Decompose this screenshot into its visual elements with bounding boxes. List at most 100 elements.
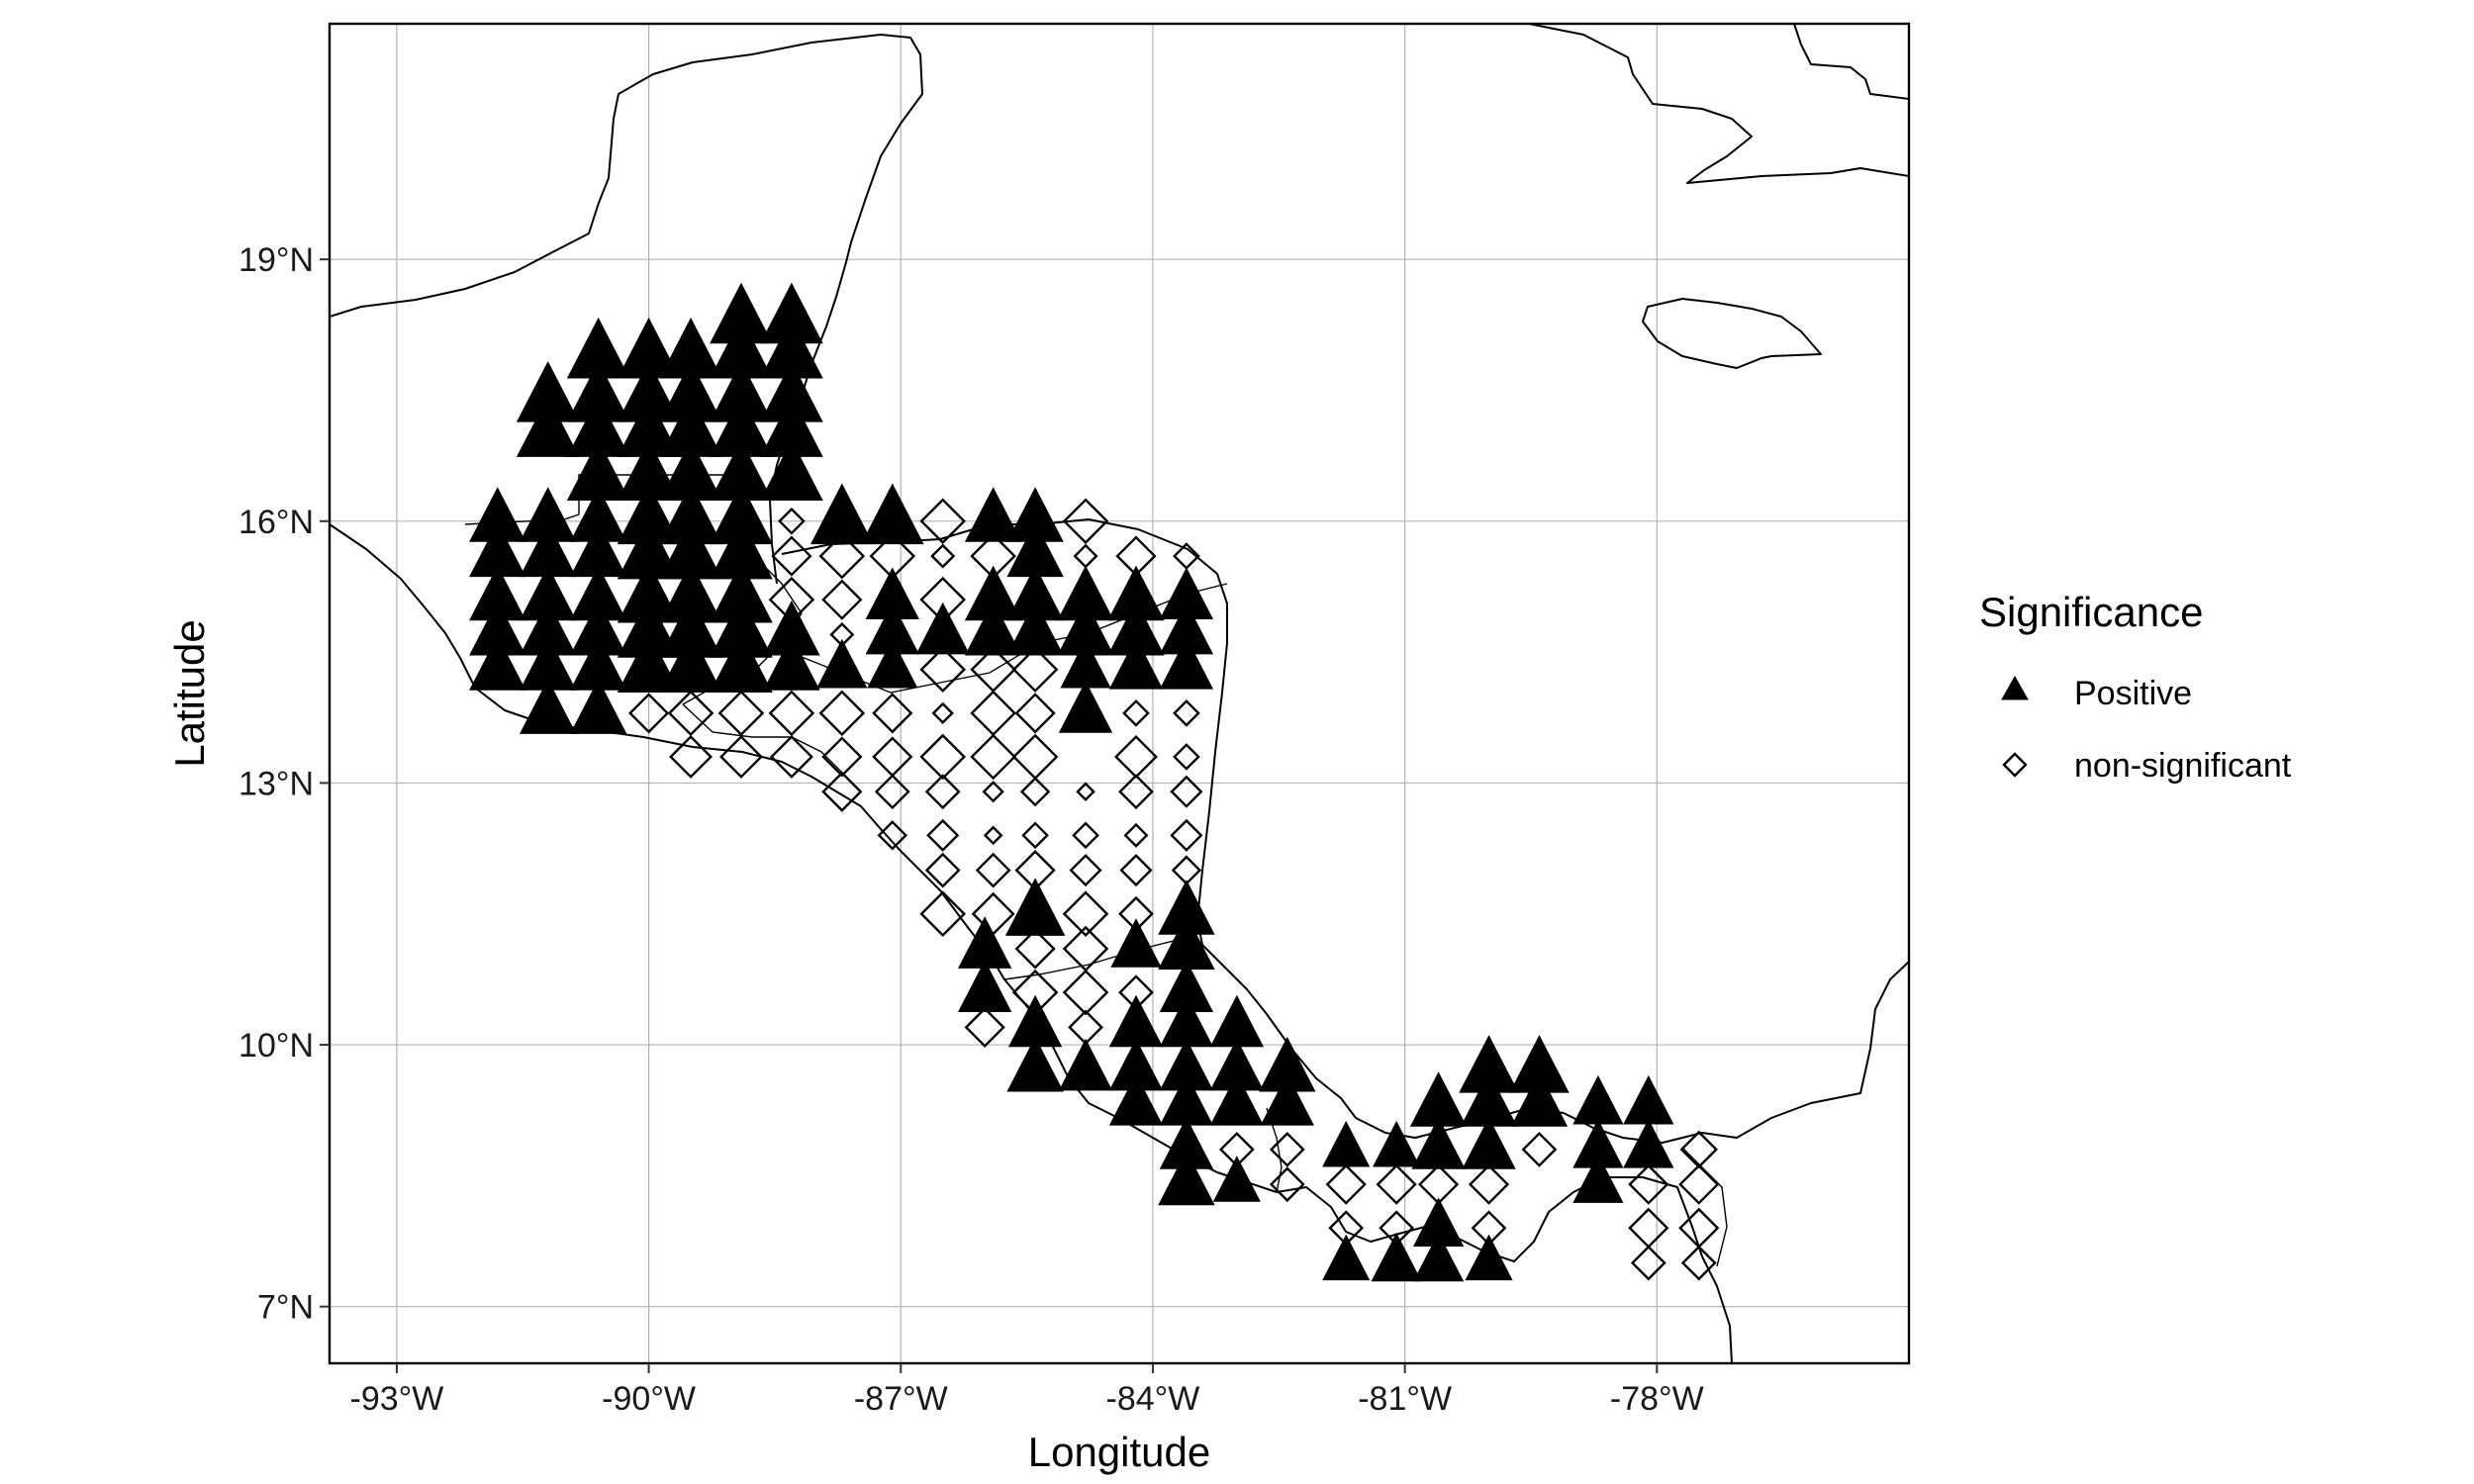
positive-point	[569, 679, 627, 734]
positive-point	[1462, 1117, 1516, 1169]
positive-point	[1159, 637, 1214, 690]
panama-north-coast	[1355, 961, 1909, 1144]
positive-point	[1260, 1073, 1314, 1126]
nonsignificant-point	[919, 498, 967, 545]
nonsignificant-point	[1062, 890, 1109, 938]
positive-point	[1058, 681, 1113, 733]
positive-point	[810, 483, 874, 545]
nonsignificant-point	[768, 690, 815, 737]
nonsignificant-point	[983, 825, 1003, 846]
nonsignificant-point	[964, 1006, 1005, 1048]
positive-point	[816, 638, 868, 689]
cuba-east	[1793, 24, 1909, 100]
legend-label-positive: Positive	[2074, 675, 2192, 712]
positive-point	[867, 638, 918, 689]
positive-point	[1006, 600, 1064, 656]
nonsignificant-point	[975, 852, 1011, 888]
positive-point	[1004, 878, 1066, 936]
yucatan-coastline	[330, 34, 923, 585]
nonsignificant-point	[1014, 693, 1056, 734]
nonsignificant-point	[1076, 782, 1095, 802]
nonsignificant-point	[821, 579, 863, 620]
positive-point	[1411, 1117, 1466, 1169]
panel-background	[330, 24, 1909, 1363]
y-tick-label: 16°N	[238, 504, 314, 541]
positive-point	[617, 631, 681, 694]
positive-point	[1212, 1156, 1261, 1202]
nonsignificant-point	[1072, 821, 1099, 850]
positive-point	[1209, 1073, 1265, 1126]
nonsignificant-point	[1376, 1163, 1417, 1205]
nonsignificant-point	[1173, 743, 1200, 771]
nonsignificant-point	[1170, 775, 1203, 808]
nonsignificant-point	[1269, 1166, 1305, 1203]
positive-point	[860, 483, 924, 545]
nonsignificant-point	[1521, 1131, 1558, 1167]
legend-label-nonsignificant: non-significant	[2074, 747, 2292, 785]
data-markers	[469, 282, 1720, 1282]
nonsignificant-point	[1118, 774, 1154, 810]
positive-point	[763, 635, 820, 691]
nonsignificant-point	[874, 774, 910, 810]
positive-point	[659, 631, 722, 694]
nonsignificant-point	[769, 735, 813, 779]
nonsignificant-point	[982, 781, 1004, 803]
positive-point	[760, 439, 823, 501]
nonsignificant-point	[1122, 698, 1150, 727]
nonsignificant-point	[1678, 1163, 1720, 1205]
nonsignificant-point	[924, 852, 961, 888]
legend-title: Significance	[1979, 589, 2203, 635]
nonsignificant-point	[919, 733, 967, 781]
legend: Significance Positive non-significant	[1979, 589, 2292, 785]
positive-point	[1412, 1232, 1465, 1282]
y-tick-label: 19°N	[238, 241, 314, 279]
positive-point	[516, 396, 580, 457]
positive-point	[1108, 637, 1164, 690]
nonsignificant-point	[1062, 498, 1109, 545]
nonsignificant-point	[1680, 1245, 1717, 1281]
nonsignificant-point	[931, 701, 954, 724]
panel-border	[328, 22, 1911, 1365]
nonsignificant-point	[1269, 1131, 1305, 1167]
positive-point	[469, 635, 526, 691]
nonsignificant-point	[970, 733, 1016, 781]
nonsignificant-point	[1325, 1163, 1367, 1205]
cuba-coastline	[1528, 24, 1909, 184]
jamaica-coastline	[1642, 298, 1822, 369]
positive-point	[1623, 1119, 1674, 1168]
positive-point	[1058, 1038, 1113, 1091]
nonsignificant-point	[627, 693, 670, 734]
x-axis-title: Longitude	[1028, 1429, 1211, 1475]
positive-point	[710, 631, 773, 694]
nonsignificant-point	[1468, 1163, 1510, 1205]
x-tick-label: -78°W	[1610, 1380, 1704, 1418]
nonsignificant-point	[1019, 777, 1051, 807]
legend-nonsignificant-diamond-icon	[2002, 752, 2028, 778]
legend-positive-triangle-icon	[2001, 675, 2029, 700]
nonsignificant-point	[1123, 822, 1149, 848]
nonsignificant-point	[919, 890, 967, 938]
positive-point	[964, 487, 1022, 542]
positive-point	[964, 600, 1022, 656]
nonsignificant-point	[872, 693, 913, 734]
positive-point	[1371, 1232, 1422, 1282]
positive-point	[1006, 1036, 1064, 1092]
nonsignificant-point	[669, 735, 713, 779]
nonsignificant-point	[1062, 969, 1109, 1016]
nonsignificant-point	[930, 543, 956, 569]
border-honduras-nicaragua	[791, 583, 1228, 694]
nonsignificant-point	[821, 736, 863, 778]
positive-point	[1572, 1154, 1624, 1203]
positive-point	[1510, 1071, 1569, 1127]
axes: -93°W -90°W -87°W -84°W -81°W -78°W 7°N 10°N 13°…	[238, 241, 1704, 1418]
nonsignificant-point	[926, 818, 960, 852]
nonsignificant-point	[719, 735, 763, 779]
grid-lines	[330, 24, 1909, 1363]
x-tick-label: -81°W	[1358, 1380, 1452, 1418]
x-tick-label: -87°W	[854, 1380, 948, 1418]
nonsignificant-point	[771, 535, 812, 577]
nonsignificant-point	[919, 646, 967, 694]
positive-point	[1322, 1120, 1371, 1167]
positive-point	[1110, 918, 1162, 968]
y-tick-label: 10°N	[238, 1027, 314, 1065]
